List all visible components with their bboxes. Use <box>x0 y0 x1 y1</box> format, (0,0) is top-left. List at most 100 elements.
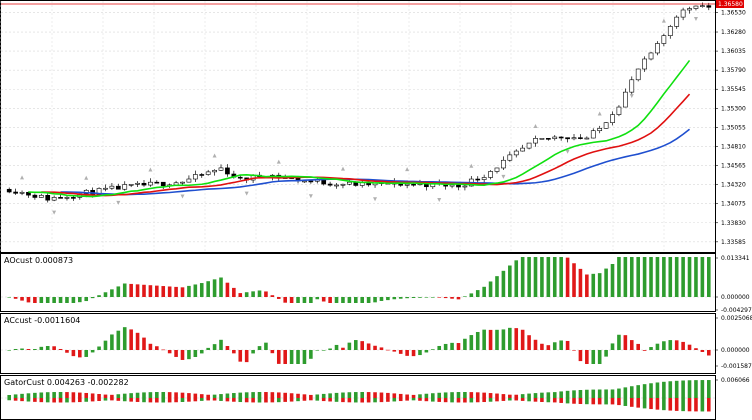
candle-body[interactable] <box>533 138 538 144</box>
candle-body[interactable] <box>334 184 339 187</box>
histogram-bar <box>135 284 140 297</box>
candle-body[interactable] <box>115 185 121 190</box>
ac-panel[interactable]: 0.0025068 0.000000 -0.0015875 <box>0 313 752 374</box>
candle-body[interactable] <box>590 130 596 139</box>
candle-body[interactable] <box>38 194 44 198</box>
candle-body[interactable] <box>154 181 160 184</box>
candle-body[interactable] <box>449 184 455 187</box>
price-panel[interactable]: 1.36530 1.36280 1.36035 1.35790 1.35545 1.353… <box>0 0 746 253</box>
candle-body[interactable] <box>122 184 128 190</box>
candle-body[interactable] <box>148 181 153 186</box>
ao-panel[interactable]: 0.013341 0.000000 -0.004297 <box>0 253 752 315</box>
candle-body[interactable] <box>160 181 166 187</box>
histogram-bar <box>578 268 583 297</box>
candle-body[interactable] <box>19 191 25 194</box>
histogram-bar <box>456 398 461 403</box>
candle-body[interactable] <box>687 8 692 11</box>
candle-body[interactable] <box>128 183 134 186</box>
candle-body[interactable] <box>199 174 205 176</box>
histogram-bar <box>572 263 576 297</box>
histogram-bar <box>668 257 673 297</box>
candle-body[interactable] <box>218 167 224 171</box>
candle-body[interactable] <box>520 147 526 152</box>
candle-body[interactable] <box>109 185 115 189</box>
candle-body[interactable] <box>526 142 532 149</box>
candle-body[interactable] <box>205 171 211 175</box>
candle-body[interactable] <box>700 5 705 7</box>
histogram-bar <box>642 257 647 297</box>
candle-body[interactable] <box>571 137 577 140</box>
candle-body[interactable] <box>192 174 198 180</box>
candle-body[interactable] <box>96 188 102 195</box>
candle-body[interactable] <box>237 176 243 179</box>
candle-body[interactable] <box>456 184 461 188</box>
candle-body[interactable] <box>347 181 352 185</box>
histogram-bar <box>328 348 332 350</box>
candle-body[interactable] <box>340 183 346 186</box>
candle-body[interactable] <box>545 138 551 140</box>
gator-label: GatorCust 0.004263 -0.002282 <box>4 378 129 387</box>
candle-body[interactable] <box>13 191 18 194</box>
candle-body[interactable] <box>51 197 57 201</box>
candle-body[interactable] <box>404 183 410 186</box>
candle-body[interactable] <box>186 178 192 183</box>
candle-body[interactable] <box>103 187 108 190</box>
histogram-bar <box>463 392 467 398</box>
candle-body[interactable] <box>141 182 147 186</box>
candle-body[interactable] <box>501 159 506 169</box>
candle-body[interactable] <box>667 26 673 36</box>
histogram-bar <box>597 273 602 297</box>
candle-body[interactable] <box>462 185 468 188</box>
candle-body[interactable] <box>513 150 519 156</box>
candle-body[interactable] <box>706 5 712 8</box>
candle-body[interactable] <box>71 197 76 199</box>
candle-body[interactable] <box>597 128 603 132</box>
histogram-bar <box>309 297 313 303</box>
candle-body[interactable] <box>6 188 12 193</box>
fractal-up-icon <box>20 175 25 180</box>
candle-body[interactable] <box>225 167 230 175</box>
candle-body[interactable] <box>58 197 63 199</box>
candle-body[interactable] <box>642 58 647 70</box>
histogram-bar <box>488 329 493 350</box>
candle-body[interactable] <box>32 194 38 198</box>
ao-panel-frame <box>0 253 716 312</box>
candle-body[interactable] <box>411 183 416 186</box>
candle-body[interactable] <box>693 5 699 9</box>
candle-body[interactable] <box>661 35 667 44</box>
candle-body[interactable] <box>558 136 564 139</box>
candle-body[interactable] <box>539 138 545 140</box>
candle-body[interactable] <box>507 154 513 161</box>
candle-body[interactable] <box>308 180 314 183</box>
candle-body[interactable] <box>674 16 680 27</box>
candle-body[interactable] <box>475 178 481 181</box>
candle-body[interactable] <box>552 136 558 139</box>
candle-body[interactable] <box>584 137 590 140</box>
candle-body[interactable] <box>680 9 686 18</box>
candle-body[interactable] <box>494 167 500 172</box>
candle-body[interactable] <box>603 122 609 129</box>
candle-body[interactable] <box>45 194 51 201</box>
candle-body[interactable] <box>481 177 487 180</box>
candle-body[interactable] <box>488 171 493 178</box>
histogram-bar <box>199 350 204 354</box>
candle-body[interactable] <box>135 182 140 185</box>
candle-body[interactable] <box>648 52 654 60</box>
candle-body[interactable] <box>327 183 333 186</box>
candle-body[interactable] <box>212 169 217 173</box>
candle-body[interactable] <box>616 106 622 115</box>
gator-panel[interactable]: 0.006066 <box>0 375 750 420</box>
candle-body[interactable] <box>64 197 70 199</box>
candle-body[interactable] <box>635 68 641 81</box>
candle-body[interactable] <box>578 137 583 139</box>
candle-body[interactable] <box>623 91 628 108</box>
candle-body[interactable] <box>610 114 615 123</box>
histogram-bar <box>20 393 24 398</box>
candle-body[interactable] <box>565 137 570 140</box>
candle-body[interactable] <box>629 79 635 93</box>
histogram-bar <box>514 260 519 297</box>
candle-body[interactable] <box>655 43 660 54</box>
candle-body[interactable] <box>180 181 185 184</box>
candle-body[interactable] <box>321 179 327 185</box>
